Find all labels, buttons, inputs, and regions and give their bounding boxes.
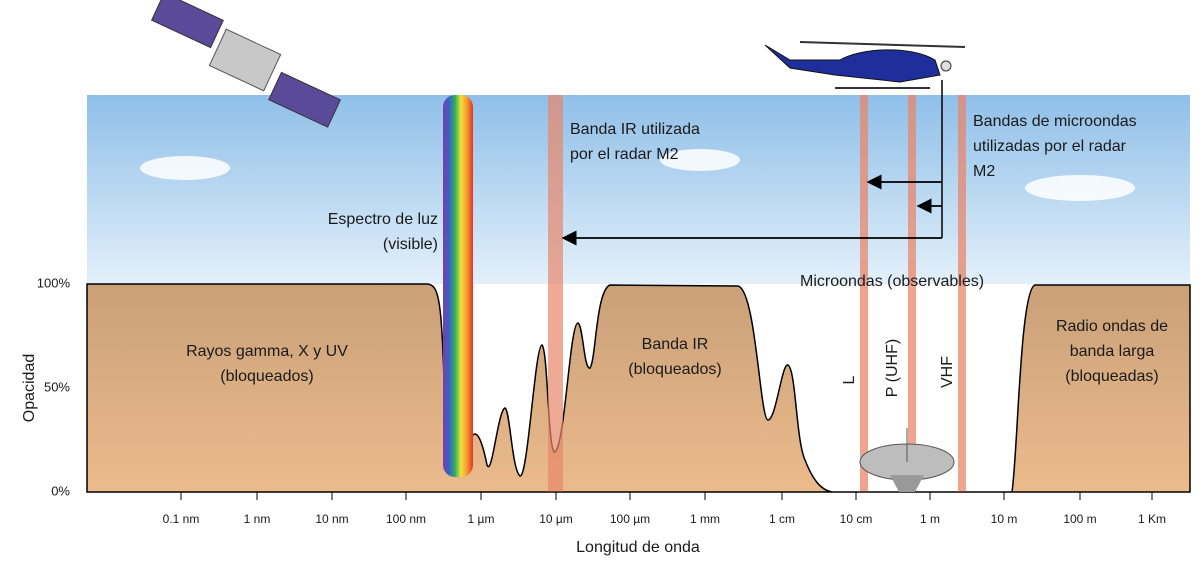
x-tick-label: 1 µm [468,512,495,526]
cloud [660,149,740,171]
rotor [799,41,966,48]
annotation: banda larga [1070,343,1155,360]
band-label: P (UHF) [884,339,901,397]
dish-base [890,475,924,492]
solar-panel [150,0,224,49]
annotation: Banda IR utilizada [570,121,700,138]
x-tick-label: 1 nm [244,512,271,526]
radio-dish [859,428,955,492]
x-tick-label: 1 Km [1138,512,1166,526]
annotation: Microondas (observables) [800,273,984,290]
cloud [1025,175,1135,201]
x-tick-label: 10 cm [840,512,873,526]
x-tick-label: 100 m [1063,512,1096,526]
band-label: L [841,375,858,384]
y-tick-label: 50% [44,379,70,394]
x-tick-label: 0.1 nm [163,512,200,526]
annotation: (visible) [383,236,438,253]
x-axis-label: Longitud de onda [576,539,700,556]
annotation: Bandas de microondas [973,113,1137,130]
x-tick-label: 100 nm [386,512,426,526]
annotations: Espectro de luz (visible) Banda IR utiliza… [186,113,1168,397]
band-label: VHF [939,356,956,388]
satellite [150,0,342,128]
x-tick-label: 10 m [991,512,1018,526]
fuselage [764,44,941,83]
helicopter [764,41,966,89]
annotation: Radio ondas de [1056,318,1168,335]
x-tick-label: 1 cm [769,512,795,526]
sensor [940,60,952,72]
annotation: Rayos gamma, X y UV [186,343,348,360]
satellite-body [208,28,282,92]
x-tick-label: 10 nm [315,512,348,526]
annotation: Banda IR [642,336,709,353]
x-tick-label: 1 m [920,512,940,526]
annotation: (bloqueadas) [1065,368,1158,385]
y-tick-label: 0% [51,483,70,498]
annotation: Espectro de luz [328,211,438,228]
annotation: utilizadas por el radar [973,138,1127,155]
sky [87,95,1190,284]
solar-panel [268,71,342,128]
l-band [860,95,868,492]
x-tick-label: 10 µm [539,512,573,526]
y-tick-label: 100% [37,275,71,290]
p-band [908,95,916,492]
annotation: M2 [973,163,995,180]
annotation: por el radar M2 [570,146,679,163]
cloud [140,156,230,180]
annotation: (bloqueados) [220,368,313,385]
opacity-curve [86,283,1191,493]
vhf-band [958,95,966,492]
annotation: (bloqueados) [628,361,721,378]
y-axis-label: Opacidad [21,354,38,423]
x-tick-label: 1 mm [690,512,720,526]
x-tick-label: 100 µm [610,512,650,526]
visible-spectrum [443,95,473,477]
ir-band [548,95,563,492]
